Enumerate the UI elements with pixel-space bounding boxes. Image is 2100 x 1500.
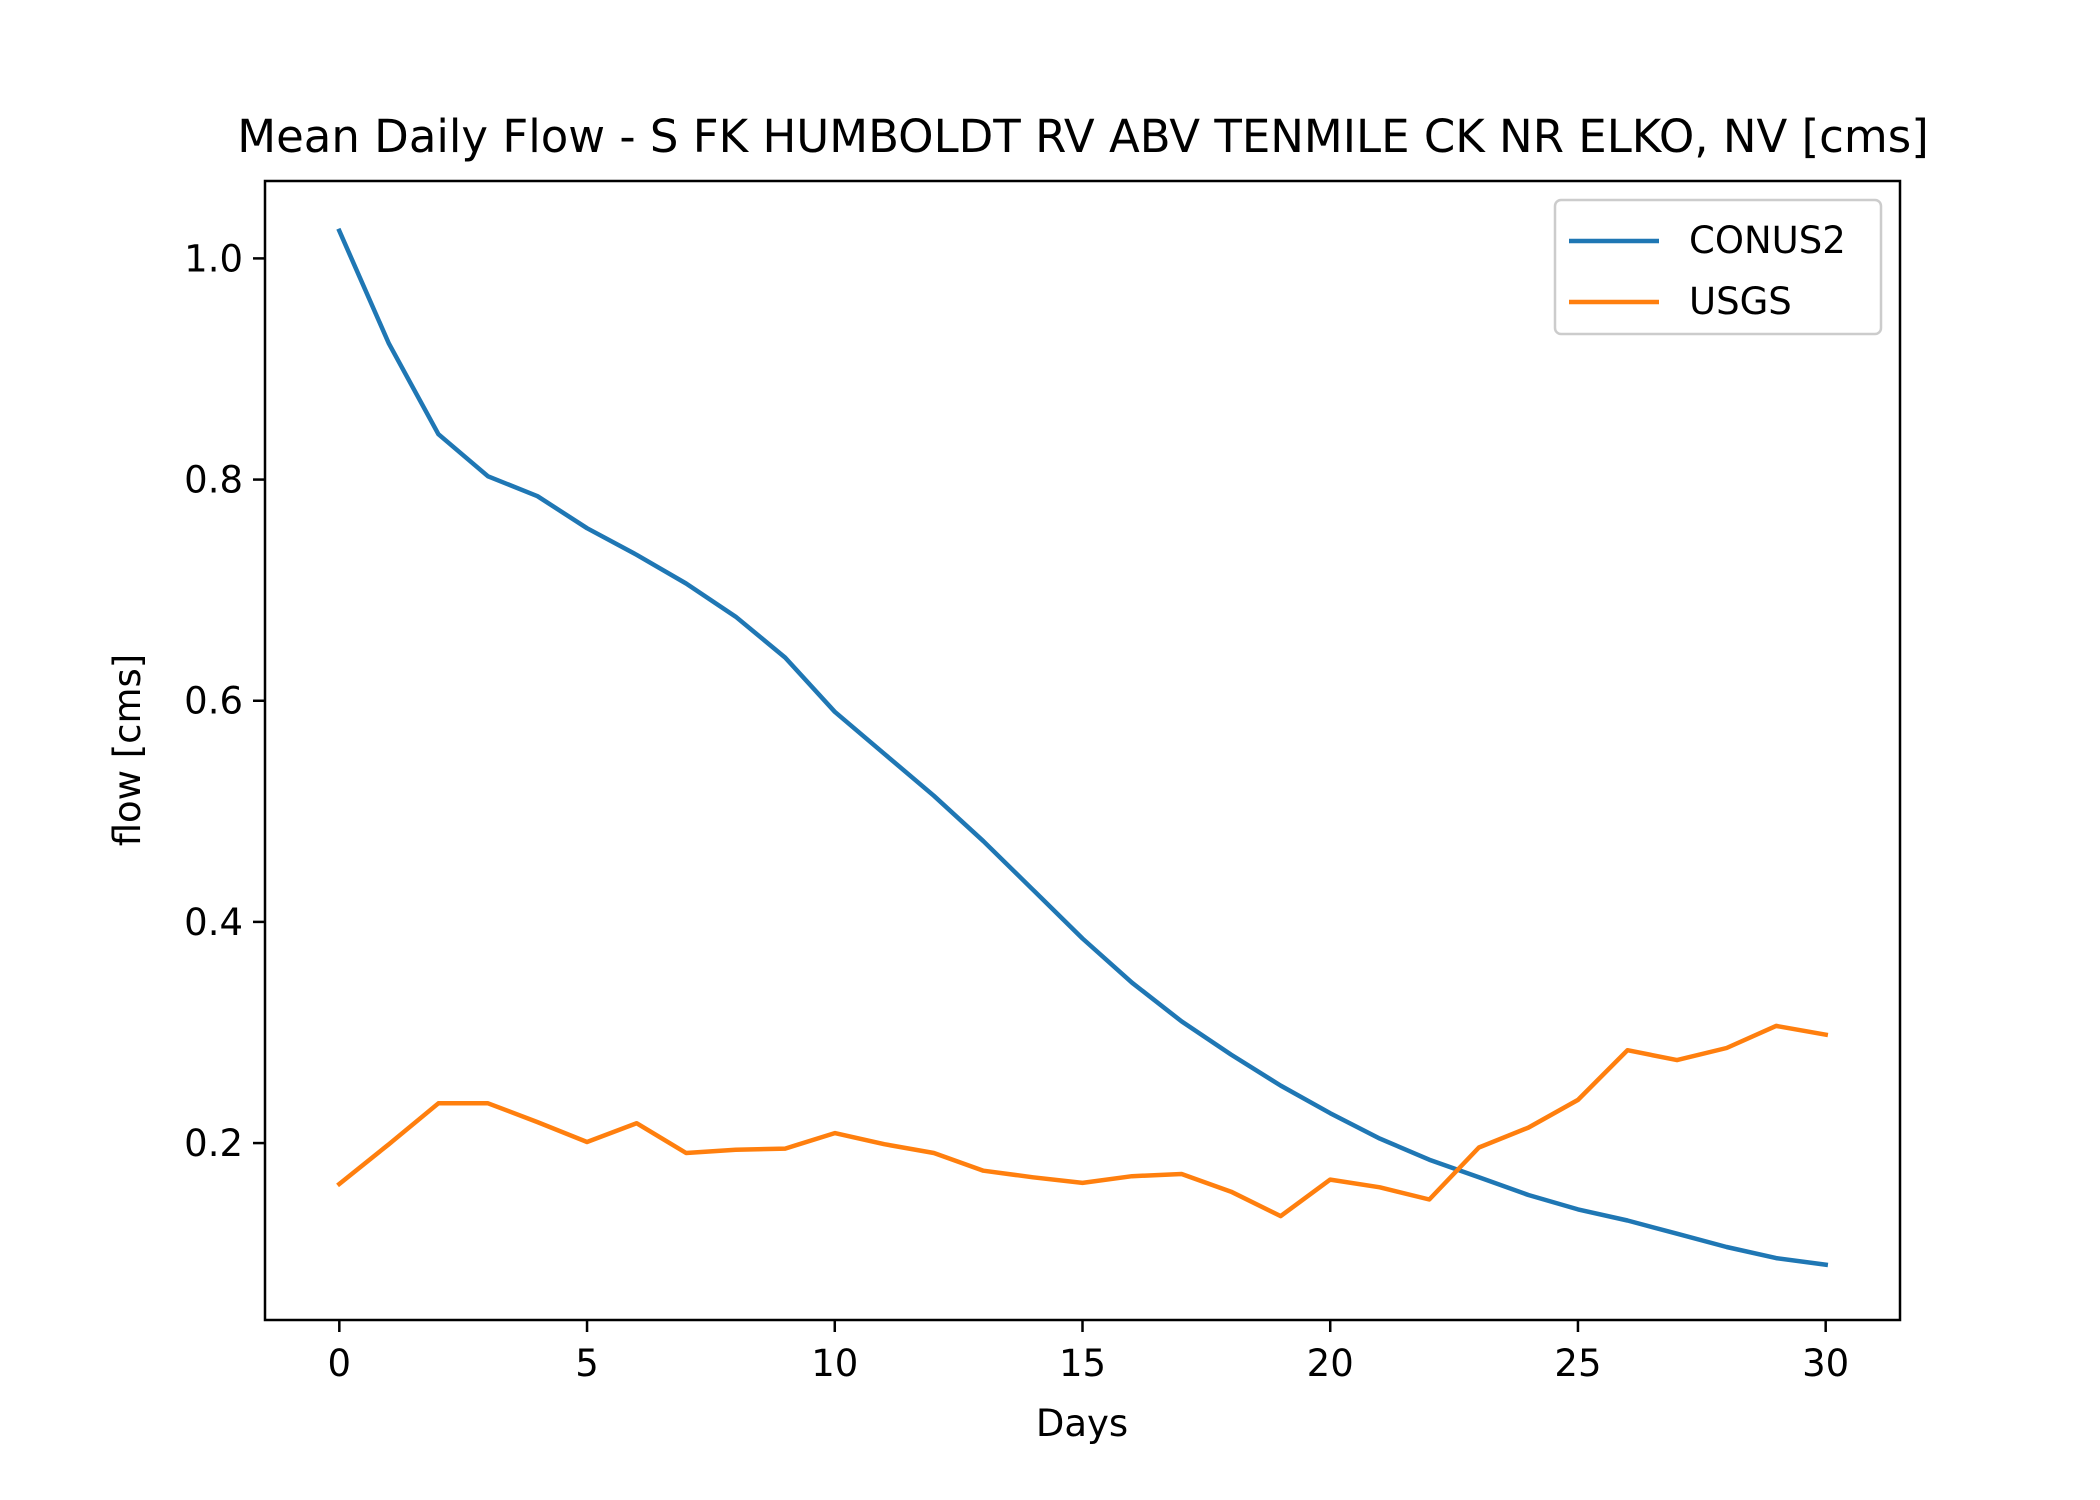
plot-area (263, 179, 1902, 1322)
x-tick-label: 20 (1307, 1342, 1354, 1385)
x-axis: 0 5 10 15 20 25 30 (328, 1320, 1849, 1385)
chart-title: Mean Daily Flow - S FK HUMBOLDT RV ABV T… (237, 110, 1929, 163)
legend-label-usgs: USGS (1689, 280, 1792, 323)
y-tick-label: 0.8 (184, 459, 243, 502)
y-axis-label: flow [cms] (106, 654, 149, 847)
x-tick-label: 30 (1802, 1342, 1849, 1385)
y-tick-label: 0.6 (184, 680, 243, 723)
x-axis-label: Days (1036, 1402, 1128, 1445)
legend: CONUS2 USGS (1553, 198, 1883, 336)
y-axis: 0.2 0.4 0.6 0.8 1.0 (184, 237, 265, 1165)
x-tick-label: 10 (811, 1342, 858, 1385)
series-line-usgs (336, 1023, 1829, 1219)
plot-frame (263, 179, 1902, 1322)
series-line-conus2 (336, 227, 1829, 1268)
y-tick-label: 0.4 (184, 901, 243, 944)
x-tick-label: 15 (1059, 1342, 1106, 1385)
x-tick-label: 25 (1554, 1342, 1601, 1385)
y-tick-label: 1.0 (184, 237, 243, 280)
legend-label-conus2: CONUS2 (1689, 219, 1846, 262)
series-layer (336, 227, 1829, 1268)
x-tick-label: 5 (575, 1342, 599, 1385)
y-tick-label: 0.2 (184, 1122, 243, 1165)
x-tick-label: 0 (328, 1342, 352, 1385)
